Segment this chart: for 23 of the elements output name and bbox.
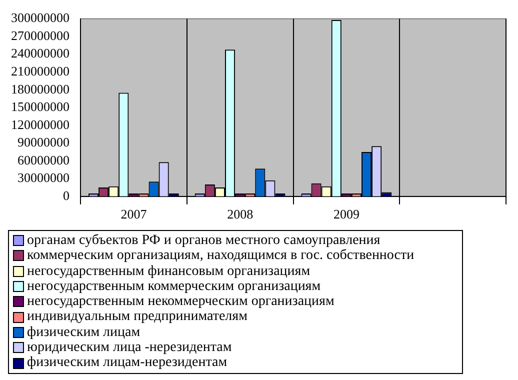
y-tick-label: 0 — [63, 188, 70, 203]
y-tick-label: 90000000 — [18, 134, 70, 150]
x-tick-label: 2009 — [333, 206, 360, 222]
legend-label: физическим лицам-нерезидентам — [27, 355, 228, 371]
legend-label: органам субъектов РФ и органов местного самоуправления — [27, 233, 380, 248]
legend-label: индивидуальным предпринимателям — [27, 309, 248, 325]
y-tick-label: 150000000 — [11, 99, 70, 114]
legend-label: негосударственным финансовым организациям — [27, 264, 310, 279]
y-tick-label: 60000000 — [18, 152, 70, 168]
legend-label: юридическим лица -нерезидентам — [27, 340, 232, 356]
legend-label: негосударственным некоммерческим организациям — [27, 294, 334, 310]
x-tick-label: 2007 — [120, 206, 148, 222]
y-tick-label: 300000000 — [11, 10, 70, 26]
y-tick-label: 120000000 — [11, 116, 70, 132]
x-tick-label: 2008 — [227, 206, 254, 222]
y-tick-label: 180000000 — [11, 81, 70, 96]
legend-label: коммерческим организациям, находящимся в гос. собственности — [27, 248, 414, 264]
y-tick-label: 270000000 — [11, 28, 70, 43]
y-tick-label: 240000000 — [11, 46, 70, 61]
y-tick-label: 30000000 — [18, 170, 70, 186]
legend-label: негосударственным коммерческим организациям — [27, 278, 321, 294]
legend-label: физическим лицам — [27, 324, 140, 340]
y-tick-label: 210000000 — [11, 64, 70, 78]
